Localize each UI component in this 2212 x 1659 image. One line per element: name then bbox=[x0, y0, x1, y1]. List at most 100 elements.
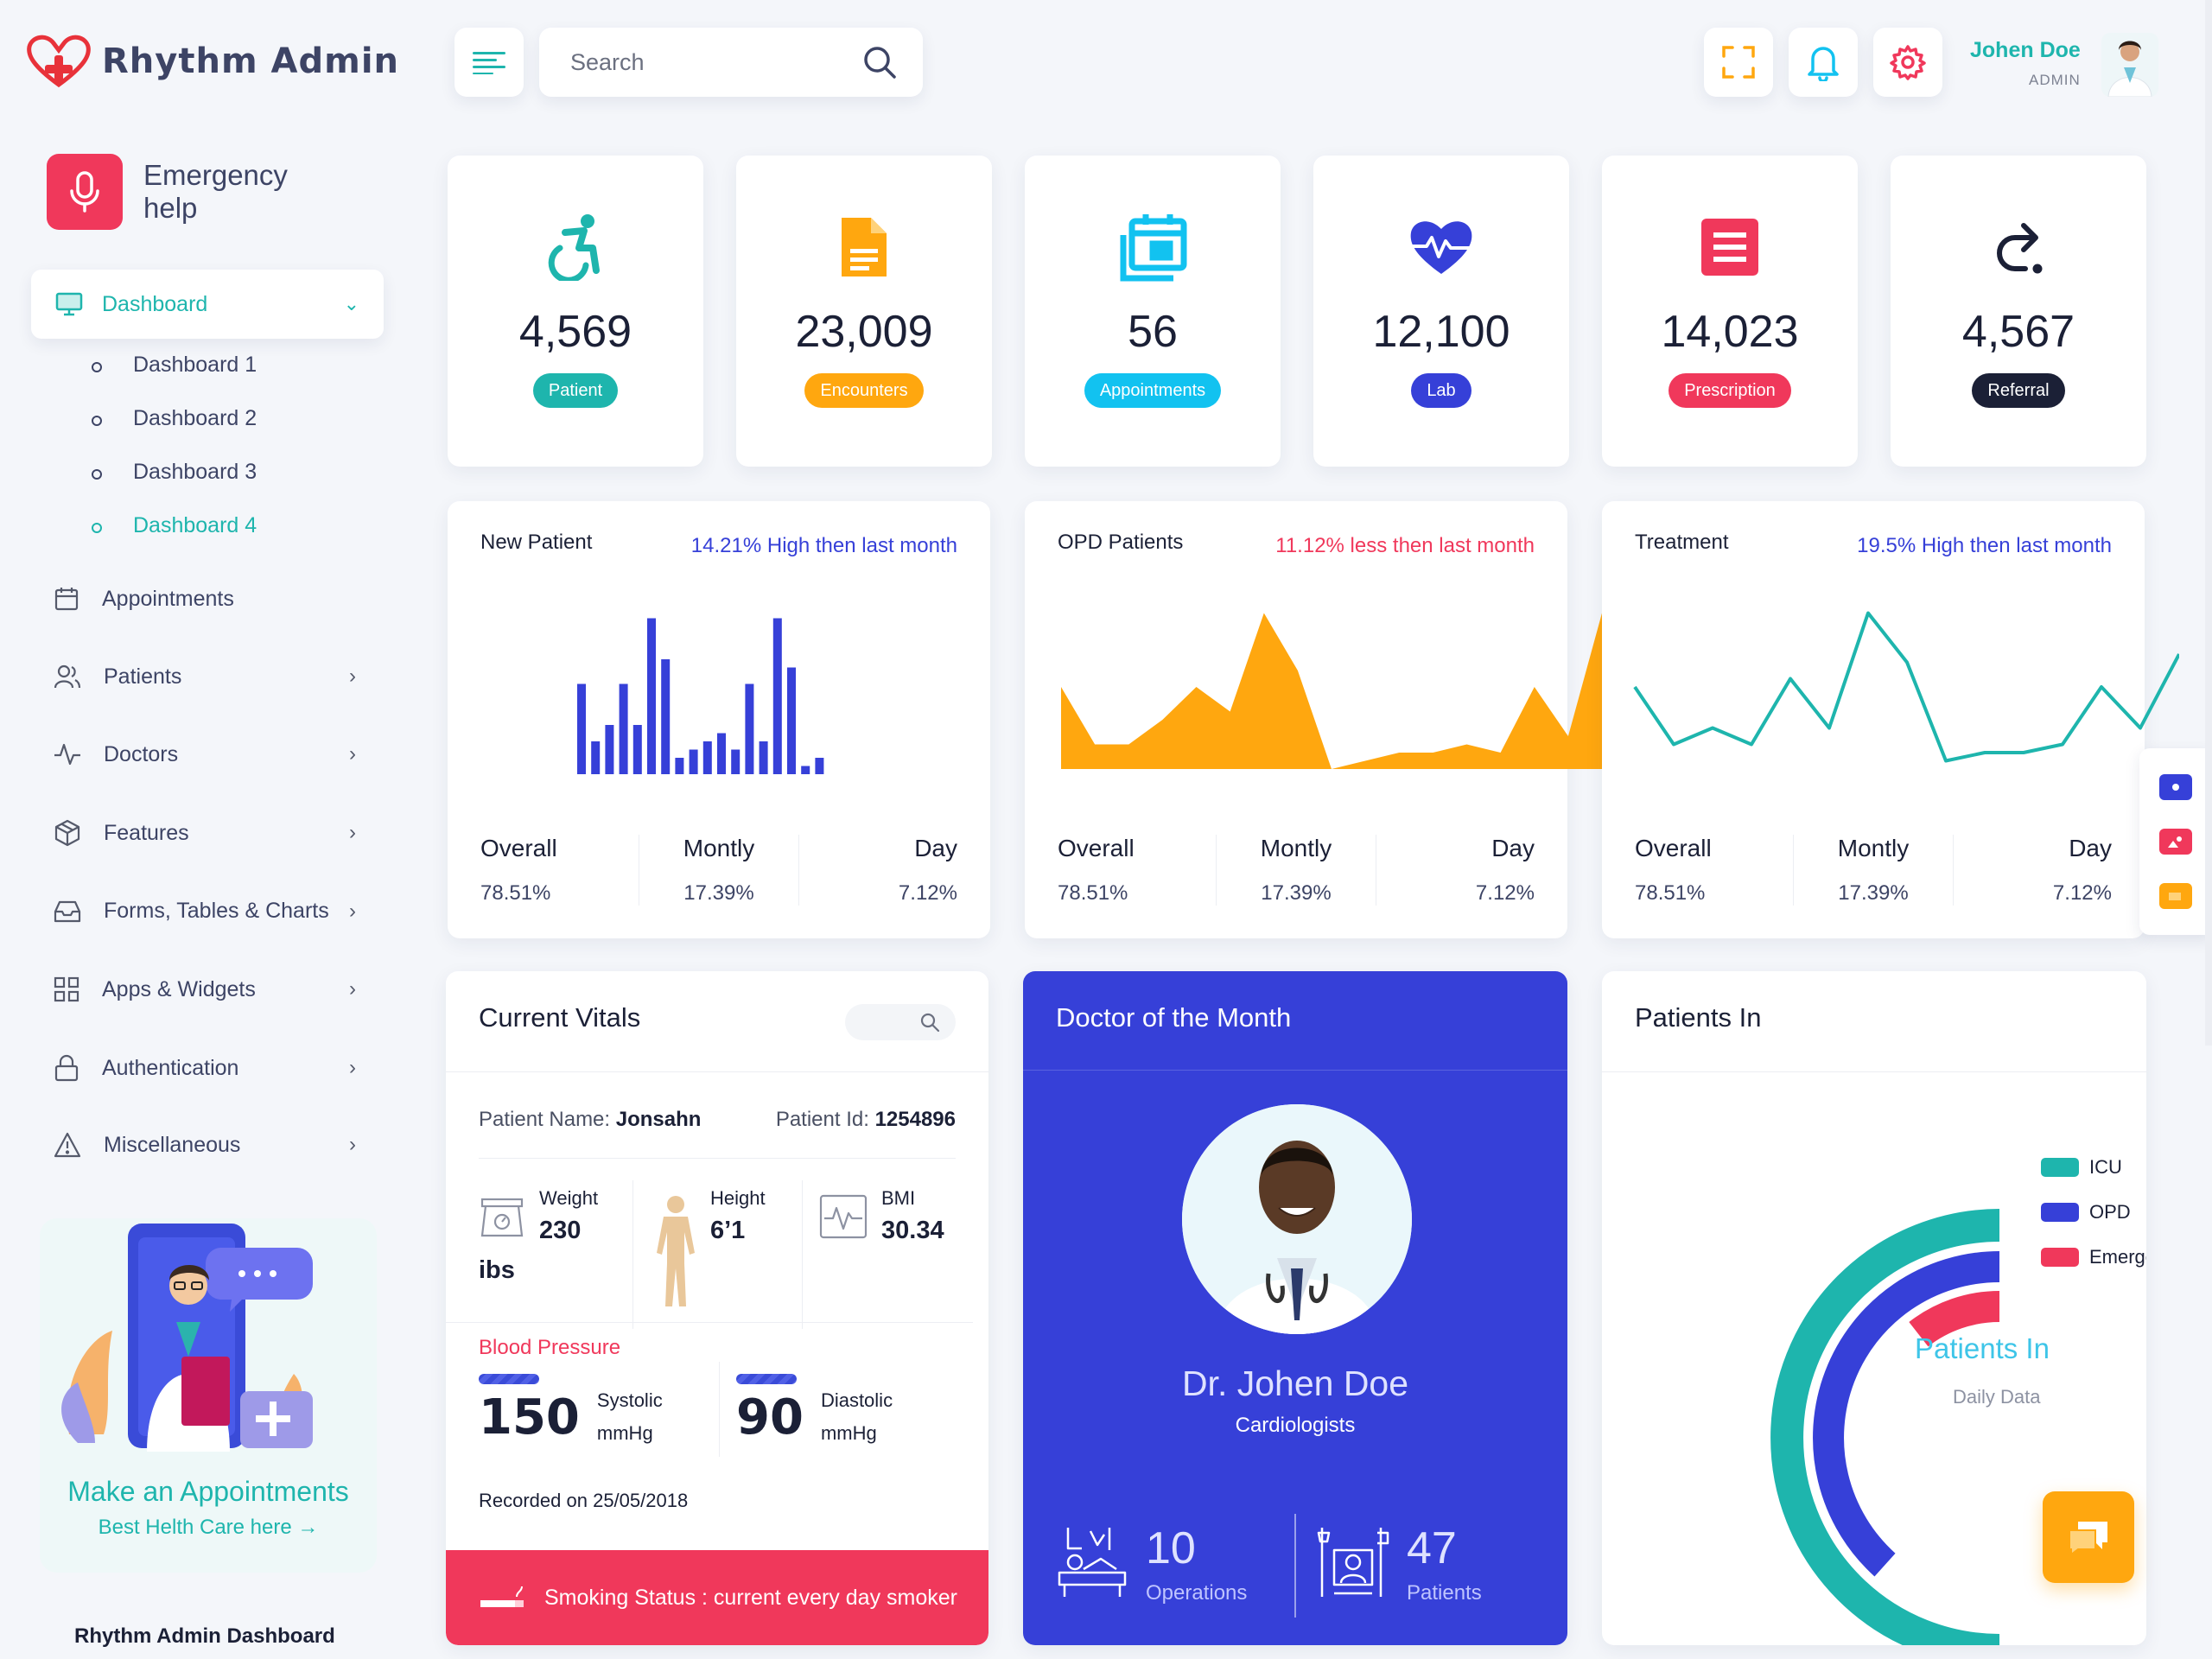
systolic-reading: 150 Systolic mmHg bbox=[479, 1374, 663, 1450]
menu-toggle-button[interactable] bbox=[454, 28, 524, 97]
sidebar-item-label: Doctors bbox=[104, 741, 179, 766]
grid-icon bbox=[54, 976, 79, 1002]
bar bbox=[801, 766, 810, 774]
doctor-photo bbox=[1182, 1104, 1412, 1334]
operations-label: Operations bbox=[1146, 1581, 1248, 1605]
bar bbox=[702, 741, 712, 774]
image-icon[interactable] bbox=[2159, 828, 2192, 855]
section-title: Doctor of the Month bbox=[1056, 1002, 1292, 1033]
blood-pressure-label: Blood Pressure bbox=[479, 1336, 621, 1359]
scrollbar[interactable] bbox=[2205, 0, 2212, 1046]
camera-icon[interactable] bbox=[2159, 774, 2192, 801]
search-icon[interactable] bbox=[862, 45, 897, 79]
search-icon[interactable] bbox=[919, 1012, 940, 1033]
bar bbox=[717, 733, 726, 774]
bar bbox=[647, 618, 656, 774]
bar bbox=[759, 741, 768, 774]
human-body-icon bbox=[657, 1196, 695, 1306]
recorded-date: Recorded on 25/05/2018 bbox=[479, 1490, 689, 1511]
circle-dot-icon bbox=[88, 468, 102, 480]
bar bbox=[605, 725, 614, 774]
day-label: Day bbox=[1491, 835, 1535, 861]
monitor-icon bbox=[55, 292, 83, 316]
sidebar-subitem-dashboard-1[interactable]: Dashboard 1 bbox=[88, 353, 257, 378]
sidebar-item-authentication[interactable]: Authentication › bbox=[54, 1054, 356, 1082]
doctor-of-month-card: Doctor of the Month Dr. Johen Doe Cardio… bbox=[1023, 971, 1567, 1645]
doctor-portrait-icon bbox=[1182, 1104, 1412, 1334]
legend-item-icu: ICU bbox=[2041, 1156, 2122, 1179]
stat-card-referral[interactable]: 4,567 Referral bbox=[1891, 156, 2146, 467]
emergency-help-button[interactable]: Emergency help bbox=[47, 154, 316, 230]
new-patient-bar-chart bbox=[577, 618, 824, 774]
avatar[interactable] bbox=[2101, 33, 2158, 97]
stat-card-encounters[interactable]: 23,009 Encounters bbox=[736, 156, 992, 467]
patients-in-card: Patients In ICU OPD Emergency Patients I… bbox=[1602, 971, 2146, 1645]
opd-patients-card: OPD Patients 11.12% less then last month… bbox=[1025, 501, 1602, 938]
sidebar-item-appointments[interactable]: Appointments bbox=[54, 586, 356, 612]
search-input[interactable]: Search bbox=[570, 48, 645, 75]
stat-card-patient[interactable]: 4,569 Patient bbox=[448, 156, 703, 467]
stat-card-appointments[interactable]: 56 Appointments bbox=[1025, 156, 1281, 467]
circle-dot-icon bbox=[88, 522, 102, 533]
sidebar-item-features[interactable]: Features › bbox=[54, 819, 356, 847]
stat-badge: Encounters bbox=[804, 373, 924, 408]
sidebar-subitem-label: Dashboard 4 bbox=[133, 513, 257, 537]
heart-cross-icon bbox=[27, 35, 91, 88]
sidebar-subitem-dashboard-4[interactable]: Dashboard 4 bbox=[88, 513, 257, 538]
diastolic-reading: 90 Diastolic mmHg bbox=[736, 1374, 893, 1450]
vitals-search-input[interactable] bbox=[845, 1004, 956, 1040]
bmi-metric: BMI 30.34 bbox=[819, 1187, 966, 1325]
stat-value: 56 bbox=[1128, 307, 1178, 357]
overall-label: Overall bbox=[1058, 835, 1135, 861]
promo-link[interactable]: Best Helth Care here → bbox=[98, 1516, 319, 1539]
chat-button[interactable] bbox=[2043, 1491, 2134, 1583]
sidebar-item-doctors[interactable]: Doctors › bbox=[54, 741, 356, 767]
brand-logo[interactable]: Rhythm Admin bbox=[24, 35, 399, 88]
card-title: OPD Patients bbox=[1058, 531, 1184, 554]
notifications-button[interactable] bbox=[1789, 28, 1858, 97]
inbox-icon bbox=[54, 900, 81, 922]
heartbeat-icon bbox=[1409, 221, 1473, 274]
fullscreen-button[interactable] bbox=[1704, 28, 1773, 97]
sidebar-subitem-dashboard-3[interactable]: Dashboard 3 bbox=[88, 460, 257, 485]
search-box[interactable]: Search bbox=[539, 28, 923, 97]
patients-stat: 47 Patients bbox=[1317, 1524, 1482, 1605]
donut-center-title: Patients In bbox=[1915, 1332, 2050, 1364]
operations-stat: 10 Operations bbox=[1056, 1524, 1247, 1605]
hamburger-icon bbox=[473, 52, 505, 74]
stat-card-lab[interactable]: 12,100 Lab bbox=[1313, 156, 1569, 467]
chevron-right-icon: › bbox=[349, 1056, 356, 1079]
sidebar-item-apps-widgets[interactable]: Apps & Widgets › bbox=[54, 976, 356, 1002]
overall-value: 78.51% bbox=[1058, 881, 1128, 905]
chat-icon[interactable] bbox=[2159, 882, 2192, 909]
stat-badge: Lab bbox=[1411, 373, 1471, 408]
current-vitals-card: Current Vitals Patient Name: Jonsahn Pat… bbox=[446, 971, 988, 1645]
settings-button[interactable] bbox=[1873, 28, 1942, 97]
sidebar-item-forms-tables-charts[interactable]: Forms, Tables & Charts › bbox=[54, 899, 356, 924]
bar bbox=[745, 683, 754, 774]
sidebar-subitem-dashboard-2[interactable]: Dashboard 2 bbox=[88, 406, 257, 431]
sidebar-item-dashboard[interactable]: Dashboard ⌄ bbox=[31, 270, 384, 339]
new-patient-card: New Patient 14.21% High then last month … bbox=[448, 501, 990, 938]
patients-in-donut-chart bbox=[1770, 1209, 2000, 1645]
sidebar-item-patients[interactable]: Patients › bbox=[54, 664, 356, 690]
ring-opd bbox=[1813, 1251, 2000, 1577]
weight-metric: Weight 230 ibs bbox=[479, 1187, 599, 1284]
cigarette-icon bbox=[480, 1586, 524, 1607]
user-info[interactable]: Johen Doe ADMIN bbox=[1970, 38, 2081, 89]
area-series bbox=[1061, 613, 1602, 769]
gear-icon bbox=[1890, 45, 1926, 80]
chevron-right-icon: › bbox=[349, 821, 356, 844]
opd-area-chart bbox=[1061, 613, 1602, 769]
stat-card-prescription[interactable]: 14,023 Prescription bbox=[1602, 156, 1858, 467]
bar bbox=[675, 758, 684, 774]
section-title: Patients In bbox=[1635, 1002, 1762, 1033]
bar bbox=[661, 659, 671, 774]
sidebar-item-miscellaneous[interactable]: Miscellaneous › bbox=[54, 1132, 356, 1158]
scale-icon bbox=[480, 1198, 524, 1237]
doctor-specialty: Cardiologists bbox=[1235, 1414, 1356, 1437]
legend-item-emergency: Emergency bbox=[2041, 1246, 2146, 1268]
legend-item-opd: OPD bbox=[2041, 1201, 2131, 1224]
lock-icon bbox=[54, 1054, 79, 1082]
bar bbox=[731, 749, 741, 774]
